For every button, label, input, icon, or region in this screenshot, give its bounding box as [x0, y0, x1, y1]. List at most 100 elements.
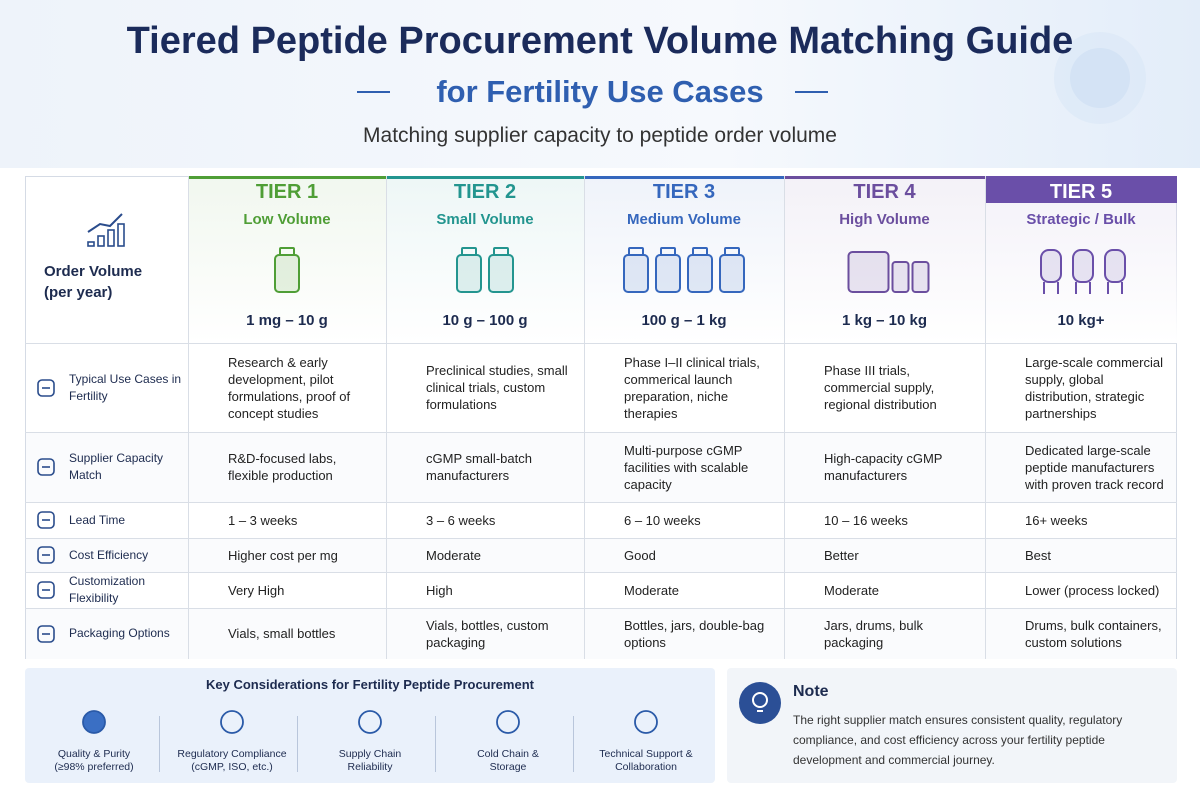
icon-part — [87, 213, 123, 233]
row-divider — [25, 502, 1177, 503]
icon-part — [660, 247, 676, 256]
cell: Better — [824, 547, 859, 563]
note — [727, 668, 1177, 783]
icon-part — [623, 254, 649, 293]
item-divider — [435, 716, 436, 772]
icon-part — [891, 261, 910, 293]
icon — [37, 581, 55, 599]
cell: High — [426, 582, 453, 598]
icon — [358, 710, 382, 734]
col-divider — [784, 176, 785, 659]
cell: Research & early development, pilot form… — [228, 354, 351, 421]
tier-volume: Small Volume — [436, 211, 534, 228]
row-divider — [25, 608, 1177, 609]
cell: Phase III trials, commercial supply, reg… — [824, 363, 937, 412]
row-label: Supplier Capacity Match — [69, 451, 164, 482]
cell: cGMP small-batch manufacturers — [426, 451, 532, 483]
icon-part — [911, 261, 930, 293]
item-text: Reliability — [347, 761, 393, 773]
icon-part — [1104, 249, 1126, 283]
note-text: The right supplier match ensures consist… — [793, 713, 1123, 767]
item-text: (≥98% preferred) — [54, 761, 134, 773]
icon-part — [493, 247, 509, 256]
icon-part — [687, 254, 713, 293]
cell: Phase I–II clinical trials, commerical l… — [624, 354, 760, 421]
cell: 16+ weeks — [1025, 512, 1088, 528]
row-stripe — [26, 539, 1176, 572]
row-divider — [25, 538, 1177, 539]
tier-range: 1 kg – 10 kg — [841, 312, 928, 329]
icon — [274, 247, 300, 293]
tier-name: TIER 3 — [652, 181, 716, 203]
cell: Drums, bulk containers, custom solutions — [1025, 617, 1162, 650]
tier-range: 100 g – 1 kg — [641, 312, 727, 329]
icon — [37, 624, 55, 643]
considerations-title: Key Considerations for Fertility Peptide… — [206, 677, 534, 692]
icon-part — [279, 247, 295, 256]
icon-part — [87, 241, 95, 247]
col-divider — [188, 176, 189, 659]
row-label: Lead Time — [69, 512, 126, 527]
icon-part — [628, 247, 644, 256]
col-divider — [386, 176, 387, 659]
row-divider — [25, 572, 1177, 573]
icon-part — [1072, 249, 1094, 283]
tagline: Matching supplier capacity to peptide or… — [363, 124, 837, 147]
item-divider — [573, 716, 574, 772]
icon — [847, 251, 930, 293]
item-text: Regulatory Compliance — [177, 748, 287, 760]
cell: Vials, bottles, custom packaging — [426, 617, 549, 650]
cell: Best — [1025, 547, 1052, 563]
icon — [496, 710, 520, 734]
row-label: Customization Flexibility — [69, 574, 146, 605]
icon-part — [117, 223, 125, 247]
item-text: Quality & Purity — [57, 748, 131, 760]
cell: High-capacity cGMP manufacturers — [824, 451, 943, 483]
icon — [37, 511, 55, 529]
icon-part — [692, 247, 708, 256]
item-text: (cGMP, ISO, etc.) — [191, 761, 273, 773]
tier-header-bg — [584, 176, 784, 343]
tier-header-bg — [784, 176, 985, 343]
row-divider — [25, 343, 1177, 344]
item-text: Supply Chain — [338, 748, 402, 760]
cell: Preclinical studies, small clinical tria… — [426, 363, 568, 412]
tier-volume: Strategic / Bulk — [1026, 211, 1136, 228]
cell: Good — [624, 547, 656, 563]
tier-range: 1 mg – 10 g — [246, 312, 328, 329]
icon-part — [634, 710, 658, 734]
corner-label: Order Volume (per year) — [44, 263, 143, 301]
tier-header-bg — [386, 176, 584, 343]
subtitle: for Fertility Use Cases — [436, 74, 764, 109]
tier-header-bg — [188, 176, 386, 343]
icon — [739, 682, 781, 724]
icon-part — [37, 378, 55, 397]
item-divider — [297, 716, 298, 772]
cell: 10 – 16 weeks — [824, 512, 908, 528]
cell: Moderate — [824, 582, 879, 598]
item-text: Collaboration — [615, 761, 677, 773]
tier-name: TIER 1 — [255, 181, 319, 203]
cell: R&D-focused labs, flexible production — [228, 451, 337, 483]
icon — [634, 710, 658, 734]
tier-name-band — [985, 176, 1177, 203]
tier-range: 10 g – 100 g — [442, 312, 528, 329]
tier-name: TIER 2 — [453, 181, 517, 203]
row-divider — [25, 432, 1177, 433]
icon — [87, 213, 125, 247]
considerations — [25, 668, 715, 783]
header-band — [0, 0, 1200, 168]
icon — [37, 378, 55, 397]
icon-part — [739, 682, 781, 724]
icon-part — [37, 581, 55, 599]
icon — [37, 546, 55, 564]
row-label: Cost Efficiency — [69, 547, 149, 562]
icon-part — [847, 251, 890, 293]
row-label: Typical Use Cases in Fertility — [69, 371, 182, 403]
cell: Very High — [228, 582, 285, 598]
col-divider — [985, 176, 986, 659]
icon — [1040, 249, 1126, 294]
row-stripe — [26, 433, 1176, 502]
item-divider — [159, 716, 160, 772]
